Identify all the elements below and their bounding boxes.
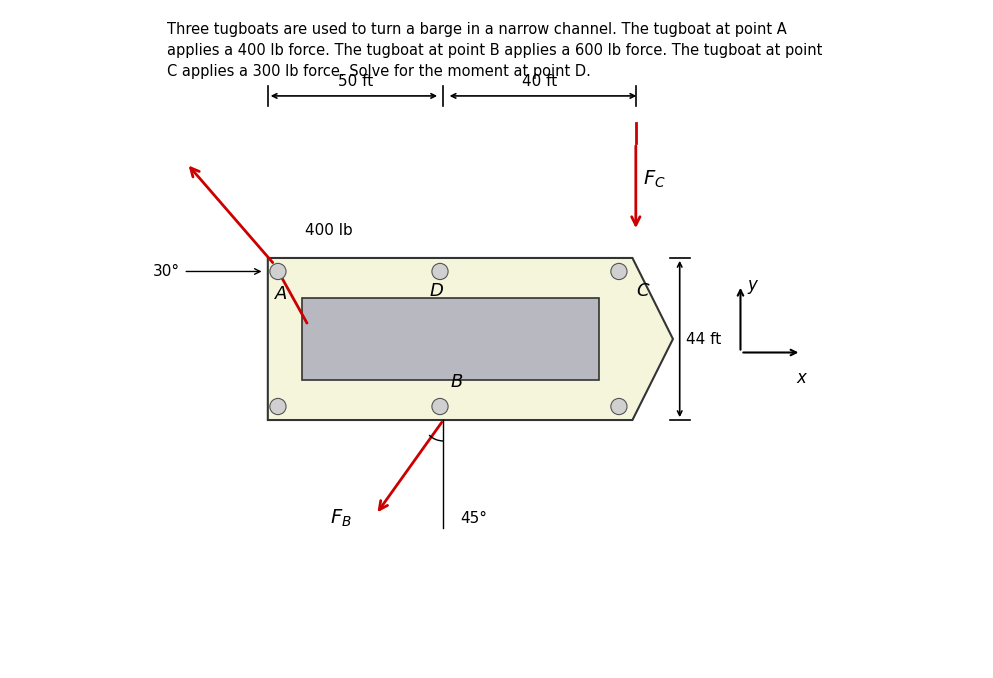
Text: y: y <box>747 276 757 294</box>
Text: Three tugboats are used to turn a barge in a narrow channel. The tugboat at poin: Three tugboats are used to turn a barge … <box>167 22 822 79</box>
Text: x: x <box>796 370 806 387</box>
Circle shape <box>611 263 627 279</box>
Text: 40 ft: 40 ft <box>522 74 557 89</box>
Text: $F_B$: $F_B$ <box>331 508 353 529</box>
Polygon shape <box>268 258 673 420</box>
Circle shape <box>611 399 627 415</box>
Text: A: A <box>275 285 287 303</box>
Circle shape <box>270 399 286 415</box>
Text: C: C <box>636 281 648 300</box>
Text: B: B <box>450 373 463 391</box>
Text: 50 ft: 50 ft <box>338 74 373 89</box>
Text: 45°: 45° <box>461 511 488 526</box>
Circle shape <box>270 263 286 279</box>
Text: 400 lb: 400 lb <box>305 222 353 238</box>
Text: 30°: 30° <box>153 264 180 279</box>
Circle shape <box>432 399 448 415</box>
FancyBboxPatch shape <box>302 298 599 380</box>
Text: 44 ft: 44 ft <box>686 332 722 346</box>
Circle shape <box>432 263 448 279</box>
Text: D: D <box>430 281 444 300</box>
Text: $F_C$: $F_C$ <box>642 169 665 191</box>
